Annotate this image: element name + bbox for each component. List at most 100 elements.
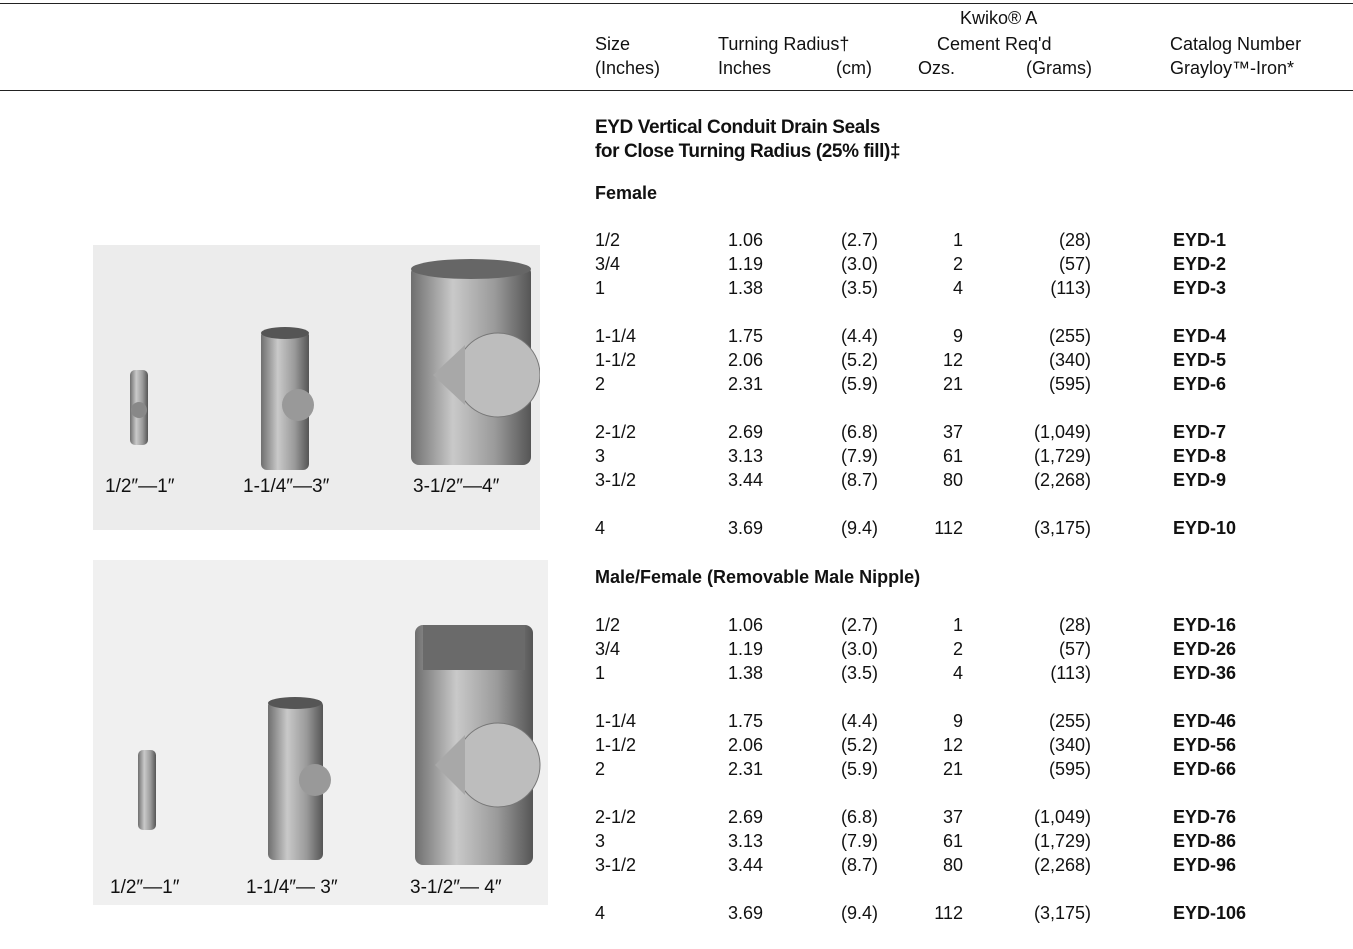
table-cell: 2.69 bbox=[728, 807, 764, 827]
table-cell: 4 bbox=[595, 518, 606, 538]
section-title: EYD Vertical Conduit Drain Seals bbox=[595, 117, 880, 138]
table-cell: 80 bbox=[942, 855, 963, 875]
table-cell: 1.19 bbox=[728, 254, 764, 274]
table-cell: 37 bbox=[942, 422, 963, 442]
top-rule bbox=[0, 3, 1353, 4]
header-text: Inches bbox=[718, 58, 772, 78]
table-cell: (6.8) bbox=[840, 807, 878, 827]
table-cell: (5.9) bbox=[840, 759, 878, 779]
table-cell: 2.31 bbox=[728, 374, 764, 394]
catalog-number: EYD-6 bbox=[1173, 374, 1227, 394]
catalog-number: EYD-96 bbox=[1173, 855, 1237, 875]
header-text: (cm) bbox=[836, 58, 872, 78]
table-cell: 2 bbox=[952, 254, 963, 274]
table-cell: 9 bbox=[952, 711, 963, 731]
table-cell: 9 bbox=[952, 326, 963, 346]
product-photo bbox=[93, 245, 540, 530]
table-cell: (28) bbox=[1058, 230, 1091, 250]
table-cell: 1.06 bbox=[728, 615, 764, 635]
table-cell: 21 bbox=[942, 759, 963, 779]
table-cell: (57) bbox=[1058, 254, 1091, 274]
table-cell: (4.4) bbox=[840, 326, 878, 346]
table-cell: 3-1/2 bbox=[595, 470, 637, 490]
table-cell: 3/4 bbox=[595, 639, 621, 659]
table-cell: (5.2) bbox=[840, 735, 878, 755]
table-cell: (2,268) bbox=[1033, 470, 1091, 490]
table-cell: (595) bbox=[1048, 374, 1091, 394]
table-cell: 2.06 bbox=[728, 350, 764, 370]
table-cell: 3.69 bbox=[728, 903, 764, 923]
section-title: for Close Turning Radius (25% fill)‡ bbox=[595, 141, 901, 162]
header-rule bbox=[0, 90, 1353, 91]
table-cell: 1.06 bbox=[728, 230, 764, 250]
table-cell: 37 bbox=[942, 807, 963, 827]
table-cell: 61 bbox=[942, 446, 963, 466]
catalog-number: EYD-9 bbox=[1173, 470, 1227, 490]
table-cell: 1.38 bbox=[728, 663, 764, 683]
catalog-number: EYD-26 bbox=[1173, 639, 1237, 659]
table-cell: 1 bbox=[952, 230, 963, 250]
catalog-number: EYD-7 bbox=[1173, 422, 1227, 442]
table-cell: (5.2) bbox=[840, 350, 878, 370]
table-cell: (9.4) bbox=[840, 518, 878, 538]
table-cell: 2 bbox=[595, 374, 606, 394]
table-cell: (2.7) bbox=[840, 230, 878, 250]
table-cell: 1 bbox=[952, 615, 963, 635]
table-cell: 1-1/4 bbox=[595, 326, 637, 346]
table-cell: 112 bbox=[934, 903, 963, 923]
table-cell: (57) bbox=[1058, 639, 1091, 659]
photo-caption: 1/2″—1″ bbox=[110, 877, 180, 898]
table-cell: (340) bbox=[1048, 350, 1091, 370]
table-cell: 1 bbox=[595, 663, 606, 683]
table-cell: 61 bbox=[942, 831, 963, 851]
photo-caption: 3-1/2″—4″ bbox=[413, 476, 500, 497]
table-cell: 3.44 bbox=[728, 470, 764, 490]
table-cell: (1,049) bbox=[1033, 807, 1091, 827]
catalog-number: EYD-5 bbox=[1173, 350, 1227, 370]
catalog-number: EYD-46 bbox=[1173, 711, 1237, 731]
photo-caption: 1-1/4″— 3″ bbox=[246, 877, 338, 898]
table-cell: 2-1/2 bbox=[595, 422, 637, 442]
catalog-number: EYD-10 bbox=[1173, 518, 1237, 538]
catalog-number: EYD-8 bbox=[1173, 446, 1227, 466]
table-cell: 4 bbox=[595, 903, 606, 923]
table-cell: 3.69 bbox=[728, 518, 764, 538]
table-cell: (1,729) bbox=[1033, 831, 1091, 851]
table-cell: (255) bbox=[1048, 711, 1091, 731]
catalog-number: EYD-66 bbox=[1173, 759, 1237, 779]
table-cell: (3.5) bbox=[840, 663, 878, 683]
table-cell: (7.9) bbox=[840, 831, 878, 851]
table-cell: (3,175) bbox=[1033, 518, 1091, 538]
table-cell: 2.06 bbox=[728, 735, 764, 755]
header-text: Ozs. bbox=[918, 58, 956, 78]
table-cell: 80 bbox=[942, 470, 963, 490]
table-cell: (113) bbox=[1050, 663, 1091, 683]
table-cell: 3.44 bbox=[728, 855, 764, 875]
table-cell: 12 bbox=[942, 350, 963, 370]
table-cell: 1/2 bbox=[595, 615, 621, 635]
table-cell: (5.9) bbox=[840, 374, 878, 394]
table-cell: (2,268) bbox=[1033, 855, 1091, 875]
table-cell: (2.7) bbox=[840, 615, 878, 635]
table-cell: 2 bbox=[952, 639, 963, 659]
catalog-number: EYD-36 bbox=[1173, 663, 1237, 683]
table-cell: (3.5) bbox=[840, 278, 878, 298]
photo-caption: 1/2″—1″ bbox=[105, 476, 175, 497]
catalog-number: EYD-106 bbox=[1173, 903, 1247, 923]
table-cell: 1-1/2 bbox=[595, 735, 637, 755]
header-text: Catalog Number bbox=[1170, 34, 1302, 54]
header-text: (Grams) bbox=[1026, 58, 1092, 78]
catalog-number: EYD-56 bbox=[1173, 735, 1237, 755]
table-cell: 2-1/2 bbox=[595, 807, 637, 827]
table-cell: (28) bbox=[1058, 615, 1091, 635]
table-cell: 1-1/4 bbox=[595, 711, 637, 731]
catalog-number: EYD-2 bbox=[1173, 254, 1227, 274]
table-cell: (6.8) bbox=[840, 422, 878, 442]
table-cell: 2.69 bbox=[728, 422, 764, 442]
table-cell: (340) bbox=[1048, 735, 1091, 755]
table-cell: 21 bbox=[942, 374, 963, 394]
table-cell: (1,729) bbox=[1033, 446, 1091, 466]
table-cell: (1,049) bbox=[1033, 422, 1091, 442]
table-cell: (595) bbox=[1048, 759, 1091, 779]
header-text: Grayloy™-Iron* bbox=[1170, 58, 1295, 78]
